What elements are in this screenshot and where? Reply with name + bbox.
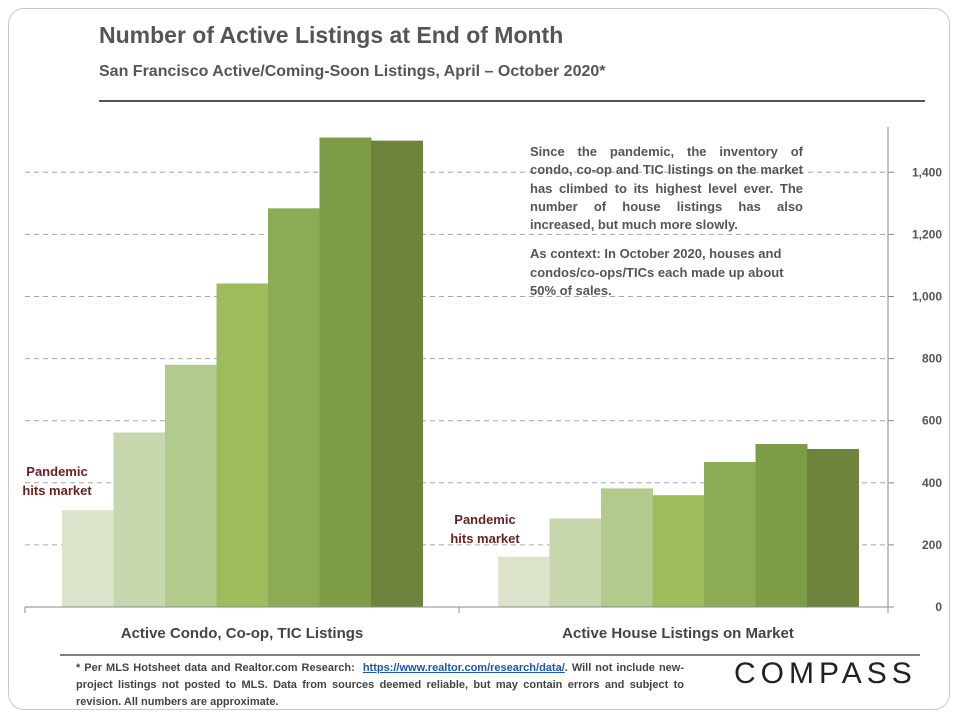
bar: [216, 283, 269, 607]
pandemic-label: hits market: [450, 531, 520, 546]
y-tick-label: 0: [935, 600, 942, 614]
x-category-label: Active Condo, Co-op, TIC Listings: [121, 625, 364, 642]
chart-subtitle: San Francisco Active/Coming-Soon Listing…: [99, 63, 606, 80]
footnote-link[interactable]: https://www.realtor.com/research/data/: [362, 662, 565, 674]
bar: [601, 488, 653, 607]
bar: [165, 364, 217, 607]
annotation-paragraph-1: Since the pandemic, the inventory of con…: [530, 144, 803, 233]
y-tick-label: 1,400: [912, 165, 942, 179]
y-tick-label: 1,000: [912, 290, 942, 304]
bar: [113, 432, 166, 607]
bar: [371, 140, 423, 607]
bar: [319, 137, 372, 608]
bar: [549, 518, 602, 607]
bar: [807, 448, 859, 607]
footnote-text-before: * Per MLS Hotsheet data and Realtor.com …: [76, 662, 355, 674]
title-divider: [99, 100, 925, 102]
chart-title: Number of Active Listings at End of Mont…: [99, 22, 564, 48]
x-category-label: Active House Listings on Market: [562, 625, 794, 642]
bar: [755, 443, 808, 607]
bar: [62, 510, 114, 607]
pandemic-label: Pandemic: [26, 464, 87, 479]
footnote-text-after: . Will not include new-project listings …: [76, 662, 684, 708]
annotation-paragraph-2: As context: In October 2020, houses and …: [530, 246, 784, 299]
pandemic-label: Pandemic: [454, 512, 515, 527]
y-tick-label: 600: [922, 414, 942, 428]
bar: [704, 461, 756, 607]
pandemic-label: hits market: [22, 483, 92, 498]
y-tick-label: 1,200: [912, 227, 942, 241]
y-tick-label: 200: [922, 538, 942, 552]
footnote: * Per MLS Hotsheet data and Realtor.com …: [76, 660, 684, 711]
chart-annotation: Since the pandemic, the inventory of con…: [530, 143, 803, 311]
compass-logo: COMPASS: [734, 657, 917, 690]
y-tick-label: 400: [922, 476, 942, 490]
bar: [498, 556, 550, 607]
y-tick-label: 800: [922, 352, 942, 366]
bar: [652, 495, 705, 607]
bar: [268, 208, 320, 607]
